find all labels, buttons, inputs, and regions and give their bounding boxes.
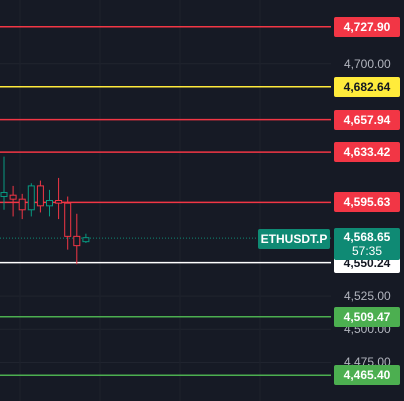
candle-body (46, 200, 53, 207)
level-price-tag[interactable]: 4,682.64 (334, 76, 400, 97)
level-price-tag[interactable]: 4,727.90 (334, 16, 400, 37)
last-price-value: 4,568.65 (343, 230, 391, 244)
candle-body (73, 235, 81, 247)
candle[interactable] (55, 177, 63, 220)
candle[interactable] (64, 196, 72, 250)
candle[interactable] (0, 156, 8, 210)
level-price-tag[interactable]: 4,509.47 (334, 306, 400, 327)
level-price-tag[interactable]: 4,657.94 (334, 109, 400, 130)
candle-body (36, 185, 44, 207)
candle[interactable] (82, 233, 90, 243)
candle-countdown: 57:35 (351, 244, 383, 258)
symbol-tag: ETHUSDT.P (258, 229, 330, 249)
level-price-tag[interactable]: 4,595.63 (334, 192, 400, 213)
y-tick-label: 4,700.00 (344, 56, 391, 71)
candle-body (0, 192, 8, 198)
candle[interactable] (27, 183, 35, 217)
candle-body (64, 202, 72, 237)
candle-body (9, 194, 17, 200)
level-price-tag[interactable]: 4,633.42 (334, 142, 400, 163)
candle-body (82, 237, 90, 243)
candle[interactable] (18, 193, 26, 220)
candle-body (55, 200, 63, 204)
candle[interactable] (9, 185, 17, 217)
candle[interactable] (46, 189, 53, 217)
candle[interactable] (73, 213, 81, 265)
last-price-tag: 4,568.65 57:35 (334, 228, 400, 260)
candle-body (27, 185, 35, 211)
candle[interactable] (36, 180, 44, 213)
y-tick-label: 4,525.00 (344, 289, 391, 304)
candle-body (18, 198, 26, 211)
level-price-tag[interactable]: 4,465.40 (334, 365, 400, 386)
